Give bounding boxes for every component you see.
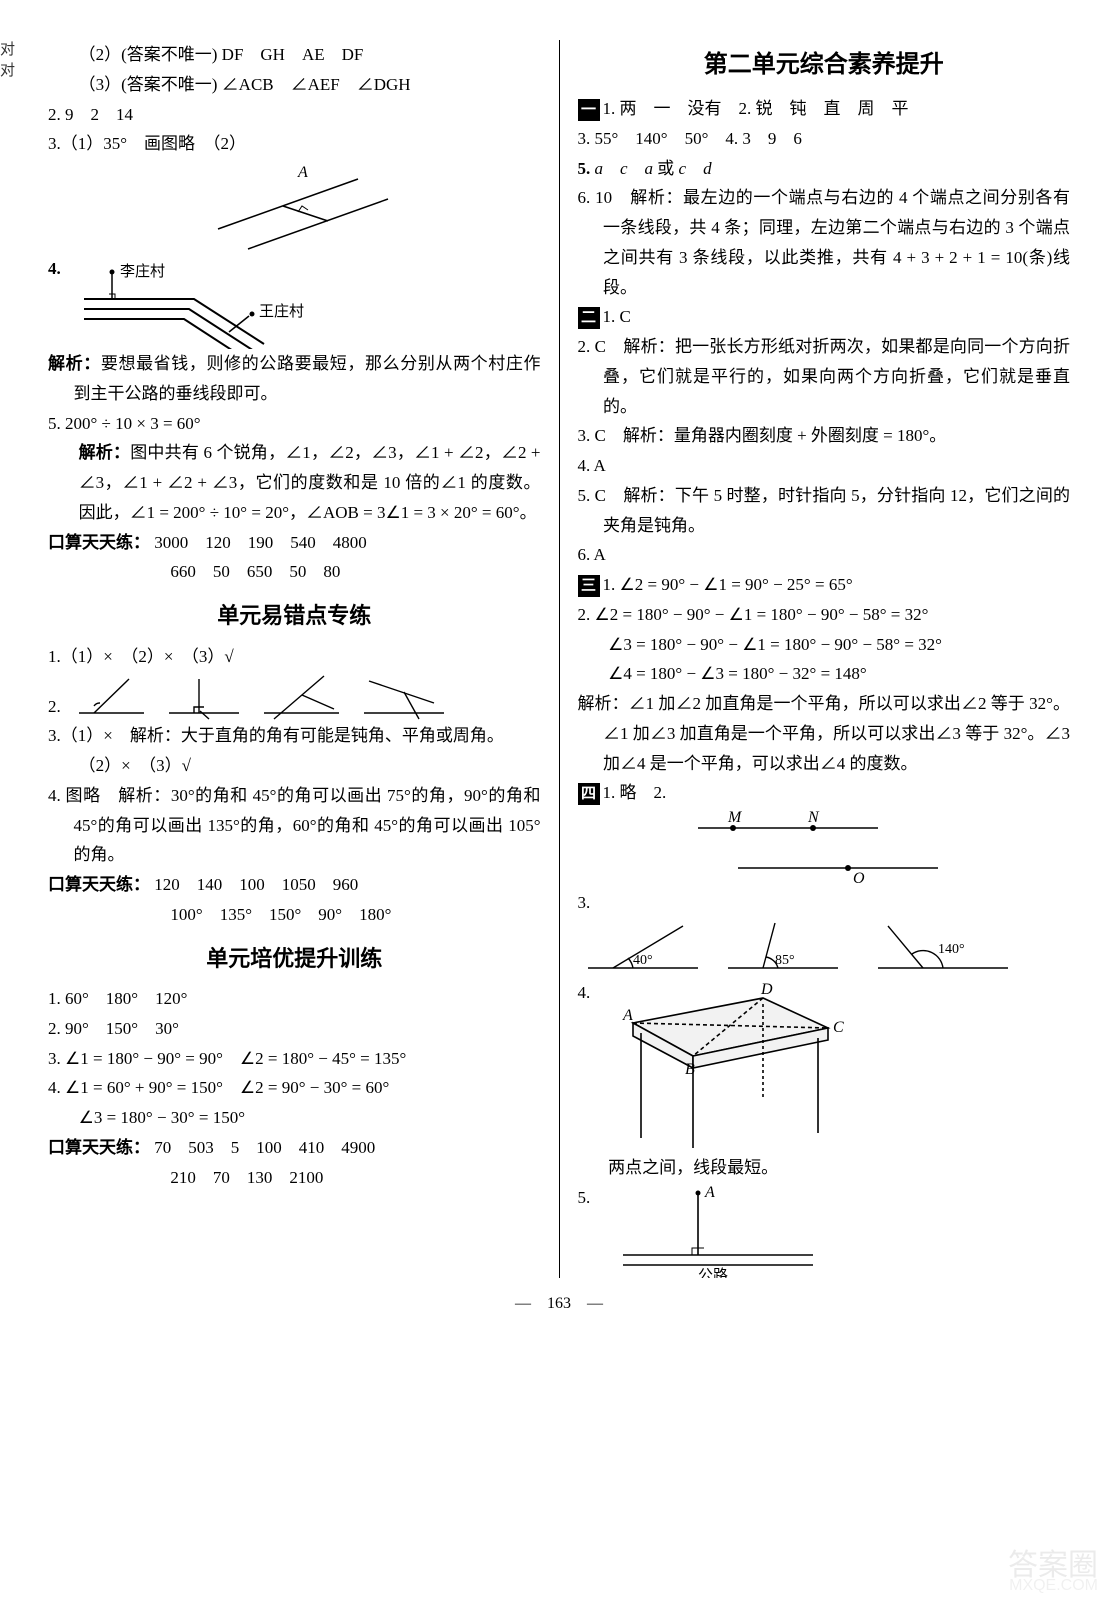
- g4-5: 5.: [578, 1183, 604, 1213]
- edge-l1: 对: [0, 40, 15, 61]
- badge-2: 二: [578, 307, 600, 329]
- fig-g4-5: A 公路: [603, 1183, 833, 1278]
- svg-text:C: C: [833, 1019, 844, 1036]
- page-num-val: 163: [547, 1295, 571, 1312]
- k2a: 120 140 100 1050 960: [154, 875, 358, 894]
- e2: 2.: [48, 692, 74, 722]
- k1b: 660 50 650 50 80: [48, 557, 541, 587]
- l-q3: 3.（1）35° 画图略 （2）: [48, 129, 541, 159]
- svg-text:A: A: [704, 1184, 715, 1201]
- l-p1: （2）(答案不唯一) DF GH AE DF: [48, 40, 541, 70]
- e1: 1.（1）× （2）× （3）√: [48, 642, 541, 672]
- g4-3: 3.: [578, 888, 1071, 918]
- sec-title-1: 单元易错点专练: [48, 597, 541, 636]
- r-g4-1: 四1. 略 2.: [578, 778, 1071, 808]
- g4-4: 4.: [578, 978, 604, 1008]
- svg-text:B: B: [685, 1061, 695, 1078]
- r4: 6. 10 解析：最左边的一个端点与右边的 4 个端点之间分别各有一条线段，共 …: [578, 183, 1071, 302]
- fig-g4-3: 40° 85° 140°: [578, 918, 1038, 978]
- fig-table: A D C B: [603, 978, 863, 1153]
- l-q2: 2. 9 2 14: [48, 100, 541, 130]
- pv4a: 4. ∠1 = 60° + 90° = 150° ∠2 = 90° − 30° …: [48, 1073, 541, 1103]
- g3-1: 1. ∠2 = 90° − ∠1 = 90° − 25° = 65°: [603, 575, 853, 594]
- edge-l2: 对: [0, 61, 15, 82]
- g4-1: 1. 略 2.: [603, 783, 667, 802]
- page-columns: （2）(答案不唯一) DF GH AE DF （3）(答案不唯一) ∠ACB ∠…: [30, 40, 1088, 1278]
- kousuan2: 口算天天练： 120 140 100 1050 960: [48, 870, 541, 900]
- edge-crop-text: 对 对: [0, 40, 15, 82]
- svg-text:40°: 40°: [633, 953, 653, 968]
- k2-label: 口算天天练：: [48, 875, 150, 894]
- svg-text:公路: 公路: [698, 1267, 728, 1278]
- l-q5-ana: 解析：图中共有 6 个锐角，∠1，∠2，∠3，∠1 + ∠2，∠2 + ∠3，∠…: [48, 438, 541, 527]
- g2-5: 5. C 解析：下午 5 时整，时针指向 5，分针指向 12，它们之间的夹角是钝…: [578, 481, 1071, 541]
- ana-body: 要想最省钱，则修的公路要最短，那么分别从两个村庄作到主干公路的垂线段即可。: [74, 354, 541, 403]
- k3b: 210 70 130 2100: [48, 1163, 541, 1193]
- svg-text:140°: 140°: [938, 942, 965, 957]
- badge-4: 四: [578, 783, 600, 805]
- pv2: 2. 90° 150° 30°: [48, 1014, 541, 1044]
- g3-2a: 2. ∠2 = 180° − 90° − ∠1 = 180° − 90° − 5…: [578, 600, 1071, 630]
- svg-text:李庄村: 李庄村: [120, 262, 165, 280]
- page-number: — 163 —: [30, 1290, 1088, 1318]
- pv3: 3. ∠1 = 180° − 90° = 90° ∠2 = 180° − 45°…: [48, 1044, 541, 1074]
- svg-text:D: D: [760, 981, 773, 998]
- svg-text:N: N: [807, 809, 820, 826]
- r-g2-1: 二1. C: [578, 302, 1071, 332]
- right-column: 第二单元综合素养提升 一1. 两 一 没有 2. 锐 钝 直 周 平 3. 55…: [560, 40, 1089, 1278]
- r2: 3. 55° 140° 50° 4. 3 9 6: [578, 124, 1071, 154]
- badge-1: 一: [578, 99, 600, 121]
- r-g3-1: 三1. ∠2 = 90° − ∠1 = 90° − 25° = 65°: [578, 570, 1071, 600]
- l-p2: （3）(答案不唯一) ∠ACB ∠AEF ∠DGH: [48, 70, 541, 100]
- g2-3: 3. C 解析：量角器内圈刻度 + 外圈刻度 = 180°。: [578, 421, 1071, 451]
- g2-2: 2. C 解析：把一张长方形纸对折两次，如果都是向同一个方向折叠，它们就是平行的…: [578, 332, 1071, 421]
- k3a: 70 503 5 100 410 4900: [154, 1138, 375, 1157]
- g4-4-txt: 两点之间，线段最短。: [578, 1153, 1071, 1183]
- fig-e2: [74, 671, 474, 721]
- badge-3: 三: [578, 575, 600, 597]
- g2-6: 6. A: [578, 540, 1071, 570]
- e3b: （2）× （3）√: [48, 751, 541, 781]
- g3-2b: ∠3 = 180° − 90° − ∠1 = 180° − 90° − 58° …: [578, 630, 1071, 660]
- k3-label: 口算天天练：: [48, 1138, 150, 1157]
- unit-title: 第二单元综合素养提升: [578, 44, 1071, 86]
- left-column: （2）(答案不唯一) DF GH AE DF （3）(答案不唯一) ∠ACB ∠…: [30, 40, 560, 1278]
- g2-4: 4. A: [578, 451, 1071, 481]
- svg-text:A: A: [297, 164, 308, 181]
- k2b: 100° 135° 150° 90° 180°: [48, 900, 541, 930]
- fig-g4-2: M N O: [678, 808, 978, 888]
- r1: 1. 两 一 没有 2. 锐 钝 直 周 平: [603, 99, 909, 118]
- l-q5-1: 5. 200° ÷ 10 × 3 = 60°: [48, 409, 541, 439]
- svg-text:A: A: [622, 1007, 633, 1024]
- kousuan3: 口算天天练： 70 503 5 100 410 4900: [48, 1133, 541, 1163]
- k1a: 3000 120 190 540 4800: [154, 533, 367, 552]
- ana-body-2: 图中共有 6 个锐角，∠1，∠2，∠3，∠1 + ∠2，∠2 + ∠3，∠1 +…: [79, 443, 541, 522]
- g2-1: 1. C: [603, 307, 631, 326]
- svg-text:85°: 85°: [775, 953, 795, 968]
- watermark-sub: MXQE.COM: [1009, 1572, 1098, 1600]
- l-q4-ana: 解析：要想最省钱，则修的公路要最短，那么分别从两个村庄作到主干公路的垂线段即可。: [48, 349, 541, 409]
- pv1: 1. 60° 180° 120°: [48, 984, 541, 1014]
- r-g1: 一1. 两 一 没有 2. 锐 钝 直 周 平: [578, 94, 1071, 124]
- sec-title-2: 单元培优提升训练: [48, 940, 541, 979]
- e4: 4. 图略 解析：30°的角和 45°的角可以画出 75°的角，90°的角和 4…: [48, 781, 541, 870]
- svg-text:王庄村: 王庄村: [259, 302, 304, 320]
- g3-2-ana: 解析：∠1 加∠2 加直角是一个平角，所以可以求出∠2 等于 32°。∠1 加∠…: [578, 689, 1071, 778]
- fig-q3: A: [188, 159, 438, 254]
- svg-text:M: M: [727, 809, 743, 826]
- r3: 5. a c a 或 c d: [578, 154, 1071, 184]
- e3a: 3.（1）× 解析：大于直角的角有可能是钝角、平角或周角。: [48, 721, 541, 751]
- g3-2c: ∠4 = 180° − ∠3 = 180° − 32° = 148°: [578, 659, 1071, 689]
- ana-label-2: 解析：: [79, 443, 131, 462]
- fig-q4: 李庄村 王庄村: [74, 254, 334, 349]
- kousuan1: 口算天天练： 3000 120 190 540 4800: [48, 528, 541, 558]
- ana-label: 解析：: [48, 354, 101, 373]
- k1-label: 口算天天练：: [48, 533, 150, 552]
- svg-text:O: O: [853, 870, 865, 887]
- l-q4-label: 4.: [48, 254, 74, 284]
- pv4b: ∠3 = 180° − 30° = 150°: [48, 1103, 541, 1133]
